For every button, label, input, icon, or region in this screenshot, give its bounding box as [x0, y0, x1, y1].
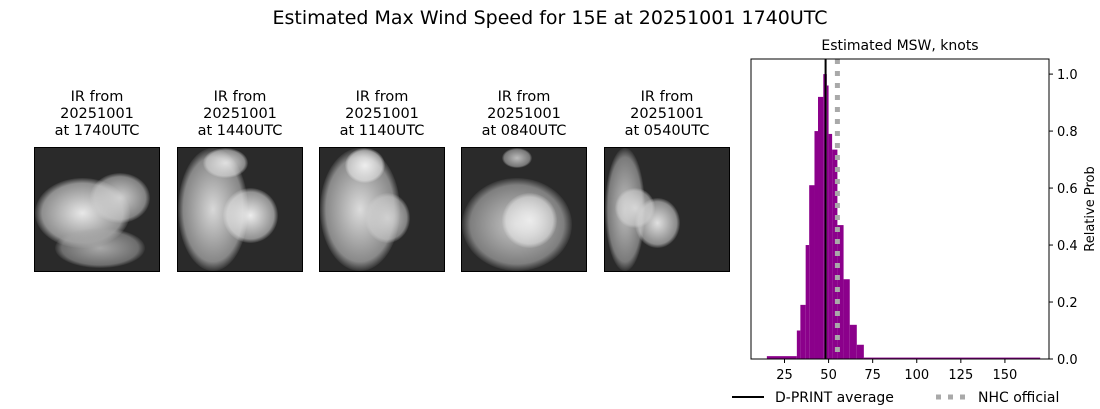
histogram-bar — [832, 149, 838, 359]
ir-panel: IR from 20251001 at 0840UTC — [461, 89, 587, 272]
ir-panel: IR from 20251001 at 1440UTC — [177, 89, 303, 272]
histogram-bar — [828, 133, 833, 359]
histogram-bar — [766, 356, 797, 359]
x-tick-label: 75 — [864, 368, 881, 383]
histogram-bar — [800, 304, 806, 359]
ir-panel: IR from 20251001 at 1140UTC — [319, 89, 445, 272]
histogram-bar — [809, 185, 815, 359]
legend-nhc-label: NHC official — [978, 390, 1059, 406]
ir-satellite-image — [461, 147, 587, 272]
ir-satellite-image — [177, 147, 303, 272]
panel-caption-line: 20251001 — [630, 106, 704, 122]
panel-caption-line: at 0540UTC — [624, 123, 710, 139]
y-tick-label: 0.4 — [1057, 239, 1078, 254]
panel-caption-line: at 1740UTC — [54, 123, 140, 139]
panel-caption-line: IR from — [640, 89, 694, 105]
ir-panel: IR from 20251001 at 1740UTC — [34, 89, 160, 272]
panel-caption-line: IR from — [213, 89, 267, 105]
y-axis-label: Relative Prob — [1083, 166, 1098, 251]
legend-d-print-label: D-PRINT average — [775, 390, 894, 406]
panel-caption-line: 20251001 — [345, 106, 419, 122]
ir-panel: IR from 20251001 at 0540UTC — [604, 89, 730, 272]
plot-frame — [750, 58, 1050, 360]
histogram-bar — [849, 324, 857, 359]
y-tick-label: 0.6 — [1057, 182, 1078, 197]
panel-caption-line: IR from — [497, 89, 551, 105]
panel-caption-line: IR from — [70, 89, 124, 105]
x-tick-label: 100 — [904, 368, 929, 383]
histogram-bar — [856, 344, 864, 359]
ir-satellite-image — [604, 147, 730, 272]
panel-caption-line: at 0840UTC — [481, 123, 567, 139]
histogram-bar — [805, 245, 810, 359]
histogram-bar — [826, 85, 829, 359]
panel-caption-line: 20251001 — [203, 106, 277, 122]
histogram-bar — [837, 225, 844, 359]
histogram-bar — [814, 131, 819, 359]
figure-title: Estimated Max Wind Speed for 15E at 2025… — [272, 7, 828, 29]
histogram-bar — [863, 357, 1041, 359]
panel-caption-line: at 1140UTC — [339, 123, 425, 139]
x-tick-label: 125 — [948, 368, 973, 383]
y-tick-label: 0.2 — [1057, 296, 1078, 311]
histogram-bar — [818, 96, 824, 360]
histogram-bar — [796, 330, 801, 359]
x-tick-label: 25 — [776, 368, 793, 383]
y-tick-label: 0.8 — [1057, 125, 1078, 140]
panel-caption-line: 20251001 — [487, 106, 561, 122]
chart-title: Estimated MSW, knots — [821, 38, 978, 54]
panel-caption-line: IR from — [355, 89, 409, 105]
y-tick-label: 0.0 — [1057, 353, 1078, 368]
panel-caption-line: 20251001 — [60, 106, 134, 122]
ir-satellite-image — [34, 147, 160, 272]
histogram-bar — [843, 279, 850, 359]
x-tick-label: 150 — [993, 368, 1018, 383]
panel-caption-line: at 1440UTC — [197, 123, 283, 139]
x-tick-label: 50 — [820, 368, 837, 383]
y-tick-label: 1.0 — [1057, 68, 1078, 83]
ir-satellite-image — [319, 147, 445, 272]
